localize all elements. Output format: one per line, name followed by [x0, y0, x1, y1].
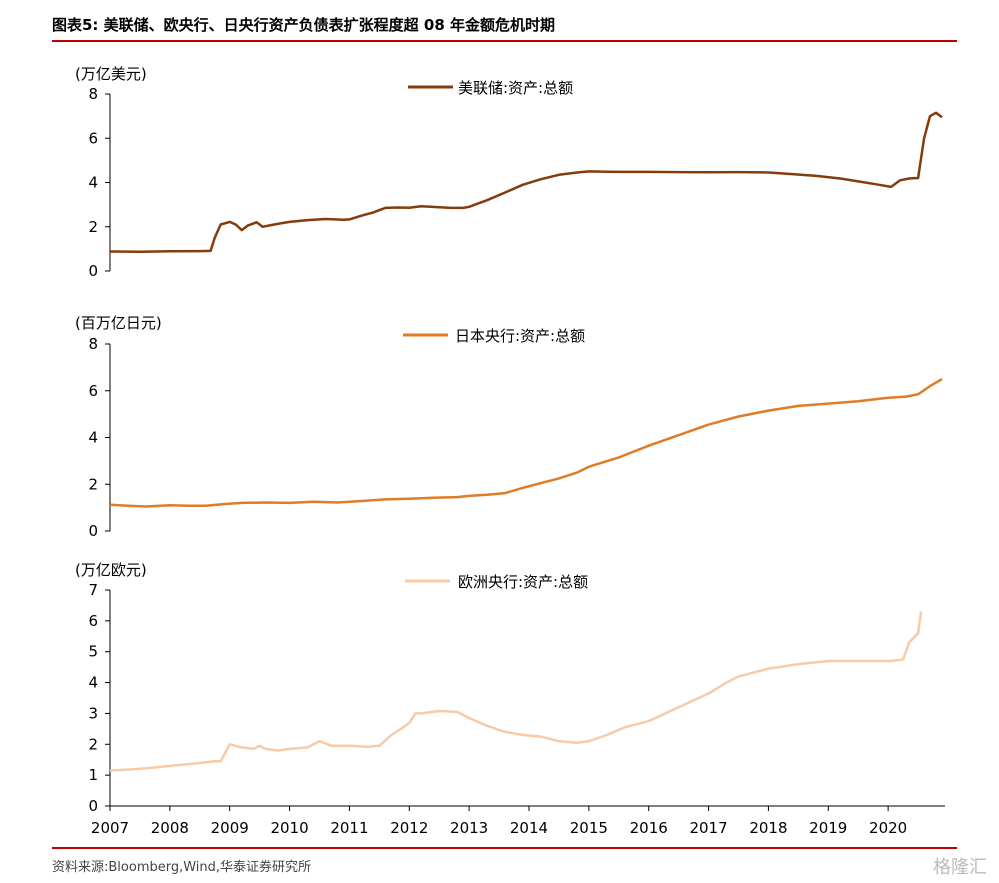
watermark-logo: 格隆汇: [933, 857, 987, 878]
y-tick-label: 2: [88, 475, 98, 493]
x-tick-label: 2019: [809, 819, 847, 837]
x-tick-label: 2007: [91, 819, 129, 837]
ecb-balance-sheet-chart: (万亿欧元) 0 1 2 3 4 5 6 7 欧洲央行:资产:总额: [75, 561, 923, 815]
y-tick-label: 3: [88, 704, 98, 722]
series-line: [109, 611, 923, 772]
unit-label: (万亿美元): [75, 65, 147, 83]
y-tick-label: 4: [88, 429, 98, 447]
x-tick-label: 2017: [689, 819, 727, 837]
legend-label: 美联储:资产:总额: [458, 79, 573, 97]
x-tick-label: 2009: [211, 819, 249, 837]
series-line: [109, 378, 943, 508]
x-tick-label: 2015: [570, 819, 608, 837]
footer-rule: [52, 847, 957, 849]
x-tick-label: 2011: [330, 819, 368, 837]
unit-label: (百万亿日元): [75, 314, 162, 332]
y-tick-label: 4: [88, 674, 98, 692]
x-tick-label: 2008: [151, 819, 189, 837]
y-tick-label: 2: [88, 735, 98, 753]
series-line: [109, 111, 943, 254]
y-tick-label: 5: [88, 643, 98, 661]
legend-label: 日本央行:资产:总额: [455, 327, 585, 345]
y-tick-label: 8: [88, 335, 98, 353]
legend-label: 欧洲央行:资产:总额: [458, 573, 588, 591]
y-tick-label: 0: [88, 262, 98, 280]
header-rule: [52, 40, 957, 42]
figure-title: 图表5: 美联储、欧央行、日央行资产负债表扩张程度超 08 年金额危机时期: [52, 16, 555, 34]
y-tick-label: 8: [88, 85, 98, 103]
x-tick-label: 2014: [510, 819, 548, 837]
y-tick-label: 6: [88, 612, 98, 630]
y-tick-label: 6: [88, 129, 98, 147]
boj-balance-sheet-chart: (百万亿日元) 0 2 4 6 8 日本央行:资产:总额: [75, 314, 943, 540]
x-tick-label: 2020: [869, 819, 907, 837]
x-tick-label: 2018: [749, 819, 787, 837]
x-tick-label: 2012: [390, 819, 428, 837]
shared-x-axis: 2007 2008 2009 2010 2011 2012 2013 2014 2015 2016…: [91, 805, 945, 837]
unit-label: (万亿欧元): [75, 561, 147, 579]
y-tick-label: 4: [88, 174, 98, 192]
y-tick-label: 1: [88, 766, 98, 784]
fed-balance-sheet-chart: (万亿美元) 0 2 4 6 8 美联储:资产:总额: [75, 65, 943, 280]
y-tick-label: 7: [88, 581, 98, 599]
y-tick-label: 0: [88, 797, 98, 815]
y-tick-label: 0: [88, 522, 98, 540]
x-tick-label: 2016: [630, 819, 668, 837]
source-note: 资料来源:Bloomberg,Wind,华泰证券研究所: [52, 860, 312, 875]
x-tick-label: 2013: [450, 819, 488, 837]
x-tick-label: 2010: [270, 819, 308, 837]
y-tick-label: 2: [88, 218, 98, 236]
y-tick-label: 6: [88, 382, 98, 400]
